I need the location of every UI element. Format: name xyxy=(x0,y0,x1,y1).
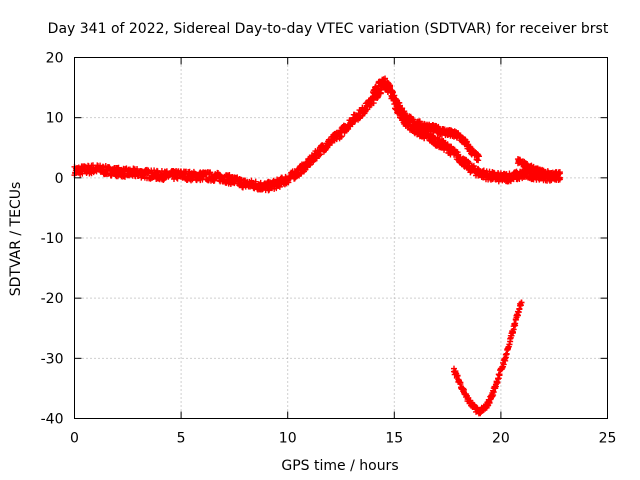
data-series xyxy=(71,75,563,417)
y-tick-label: -10 xyxy=(41,231,64,247)
data-point xyxy=(370,97,377,104)
data-point xyxy=(516,175,523,182)
data-point xyxy=(377,90,384,97)
x-axis-label: GPS time / hours xyxy=(281,458,398,474)
data-point xyxy=(511,321,518,328)
data-point xyxy=(338,133,345,140)
data-point xyxy=(480,167,487,174)
x-tick-label: 25 xyxy=(599,431,617,447)
axis-ticks: 0 5 10 15 20 25 -40 -30 -20 -10 0 10 20 xyxy=(41,51,617,447)
y-tick-label: 0 xyxy=(55,171,64,187)
data-point xyxy=(207,169,214,176)
y-tick-label: -20 xyxy=(41,291,64,307)
data-point xyxy=(457,379,464,386)
plot-frame xyxy=(74,57,608,419)
data-point xyxy=(512,322,519,329)
data-point xyxy=(161,176,168,183)
data-point xyxy=(518,299,525,306)
series-lower-arc xyxy=(450,299,525,417)
data-point xyxy=(477,410,484,417)
x-tick-label: 20 xyxy=(492,431,510,447)
data-point xyxy=(239,184,246,191)
data-point xyxy=(374,87,381,94)
data-point xyxy=(333,136,340,143)
data-point xyxy=(490,392,497,399)
data-point xyxy=(507,338,514,345)
data-point xyxy=(516,305,523,312)
data-point xyxy=(514,312,521,319)
data-point xyxy=(475,153,482,160)
series-late-branch xyxy=(514,156,563,183)
data-point xyxy=(502,357,509,364)
data-point xyxy=(276,183,283,190)
y-tick-label: -30 xyxy=(41,351,64,367)
data-point xyxy=(475,157,482,164)
data-point xyxy=(490,389,497,396)
data-point xyxy=(486,399,493,406)
data-point xyxy=(174,175,181,182)
data-point xyxy=(503,350,510,357)
data-point xyxy=(506,341,513,348)
data-point xyxy=(382,75,389,82)
y-axis-label: SDTVAR / TECUs xyxy=(8,182,24,297)
chart-title: Day 341 of 2022, Sidereal Day-to-day VTE… xyxy=(48,21,609,37)
data-point xyxy=(400,109,407,116)
data-point xyxy=(492,383,499,390)
data-point xyxy=(410,116,417,123)
data-point xyxy=(509,329,516,336)
data-point xyxy=(510,326,517,333)
series-upper-branch xyxy=(369,75,482,164)
y-tick-label: 20 xyxy=(46,51,64,67)
x-tick-label: 0 xyxy=(70,431,79,447)
data-point xyxy=(556,176,563,183)
data-point xyxy=(391,92,398,99)
data-point xyxy=(496,371,503,378)
grid-lines xyxy=(74,57,608,419)
y-tick-label: -40 xyxy=(41,412,64,428)
x-tick-label: 10 xyxy=(279,431,297,447)
y-tick-label: 10 xyxy=(46,111,64,127)
data-point xyxy=(467,144,474,151)
data-point xyxy=(401,108,408,115)
data-point xyxy=(317,151,324,158)
series-main-band xyxy=(71,79,563,194)
data-point xyxy=(494,379,501,386)
x-tick-label: 5 xyxy=(177,431,186,447)
data-point xyxy=(454,372,461,379)
data-point xyxy=(460,386,467,393)
x-tick-label: 15 xyxy=(385,431,403,447)
